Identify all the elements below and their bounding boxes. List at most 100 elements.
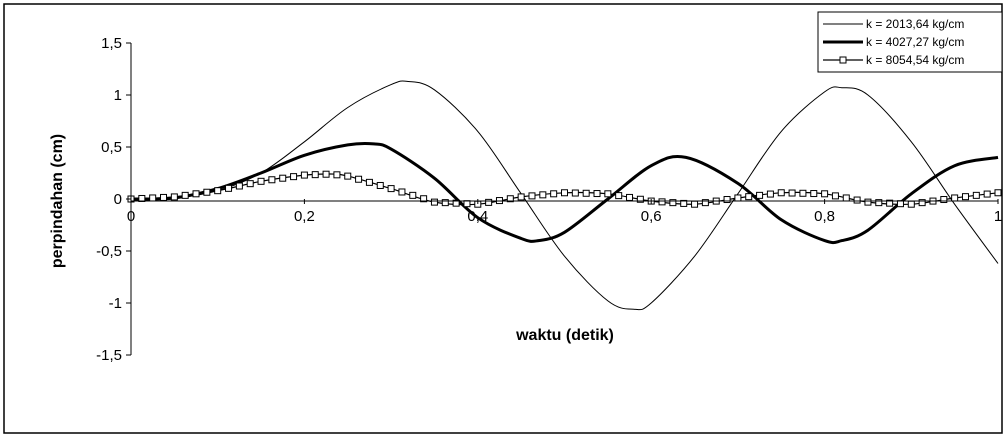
- x-tick-label: 0,6: [641, 208, 662, 225]
- series-marker: [344, 172, 352, 180]
- y-tick-label: 1,5: [101, 35, 122, 52]
- series-marker: [279, 174, 287, 182]
- series-marker: [170, 193, 178, 201]
- series-marker: [972, 191, 980, 199]
- series-marker: [571, 189, 579, 197]
- series-marker: [290, 173, 298, 181]
- series-marker: [691, 200, 699, 208]
- series-marker: [777, 189, 785, 197]
- series-marker: [214, 187, 222, 195]
- series-marker: [658, 198, 666, 206]
- series-marker: [593, 190, 601, 198]
- series-marker: [376, 181, 384, 189]
- series-marker: [550, 190, 558, 198]
- series-marker: [441, 199, 449, 207]
- series-marker: [387, 185, 395, 193]
- y-tick-label: 0,5: [101, 139, 122, 156]
- y-tick-label: -1,5: [96, 347, 122, 364]
- series-marker: [701, 199, 709, 207]
- x-tick-label: 0,8: [814, 208, 835, 225]
- legend: k = 2013,64 kg/cm k = 4027,27 kg/cm k = 80…: [817, 11, 1003, 73]
- legend-label: k = 8054,54 kg/cm: [866, 53, 964, 67]
- series-marker: [896, 200, 904, 208]
- series-marker: [528, 192, 536, 200]
- series-marker: [680, 199, 688, 207]
- series-marker: [203, 188, 211, 196]
- y-tick-label: -0,5: [96, 243, 122, 260]
- series-marker: [723, 196, 731, 204]
- series-marker: [831, 192, 839, 200]
- series-marker: [355, 175, 363, 183]
- chart-frame: [3, 3, 1003, 434]
- series-marker: [875, 199, 883, 207]
- y-tick-label: -1: [109, 295, 122, 312]
- x-axis-title: waktu (detik): [515, 327, 614, 344]
- series-marker: [246, 180, 254, 188]
- series-marker: [257, 177, 265, 185]
- series-marker: [766, 190, 774, 198]
- y-tick-label: 0: [114, 191, 122, 208]
- series-marker: [745, 193, 753, 201]
- series-marker: [626, 193, 634, 201]
- x-ticks: 0 0,2 0,4 0,6 0,8 1: [127, 199, 1002, 225]
- x-tick-label: 1: [994, 208, 1002, 225]
- series-marker: [940, 196, 948, 204]
- series-marker: [235, 182, 243, 190]
- series-marker: [821, 190, 829, 198]
- series-layer: [127, 80, 1002, 311]
- y-tick-label: 1: [114, 87, 122, 104]
- legend-label: k = 2013,64 kg/cm: [866, 17, 964, 31]
- series-marker: [333, 171, 341, 179]
- series-marker: [918, 199, 926, 207]
- series-line-2: [130, 141, 999, 245]
- series-marker: [582, 189, 590, 197]
- series-marker: [539, 191, 547, 199]
- series-marker: [160, 193, 168, 201]
- series-marker: [485, 198, 493, 206]
- series-marker: [864, 198, 872, 206]
- series-marker: [420, 195, 428, 203]
- series-marker: [853, 196, 861, 204]
- x-tick-label: 0,4: [467, 208, 488, 225]
- series-marker: [604, 190, 612, 198]
- series-marker: [799, 189, 807, 197]
- x-tick-label: 0: [127, 208, 135, 225]
- series-marker: [149, 194, 157, 202]
- series-marker: [506, 195, 514, 203]
- y-ticks: 1,5 1 0,5 0 -0,5 -1 -1,5: [96, 35, 131, 364]
- series-marker: [788, 189, 796, 197]
- series-marker: [517, 193, 525, 201]
- series-marker: [756, 191, 764, 199]
- legend-label: k = 4027,27 kg/cm: [866, 35, 964, 49]
- series-marker: [983, 190, 991, 198]
- series-marker: [463, 200, 471, 208]
- series-marker: [181, 191, 189, 199]
- series-marker: [561, 189, 568, 197]
- series-marker: [322, 170, 330, 178]
- series-marker: [225, 184, 233, 192]
- series-marker: [409, 191, 417, 199]
- series-marker: [994, 189, 1002, 197]
- series-marker: [810, 190, 818, 198]
- series-marker: [907, 200, 915, 208]
- series-marker: [615, 192, 623, 200]
- x-tick-label: 0,2: [294, 208, 315, 225]
- series-marker: [842, 194, 850, 202]
- series-marker: [192, 190, 200, 198]
- series-marker: [669, 199, 677, 207]
- series-marker: [452, 199, 460, 207]
- series-marker: [430, 198, 438, 206]
- series-marker: [886, 199, 894, 207]
- series-marker: [300, 171, 308, 179]
- y-axis-title: perpindahan (cm): [49, 134, 66, 268]
- series-marker: [365, 178, 373, 186]
- series-marker: [268, 176, 276, 184]
- series-marker: [398, 188, 406, 196]
- series-marker: [961, 193, 969, 201]
- series-marker: [311, 171, 319, 179]
- legend-marker: [839, 56, 847, 64]
- series-marker: [951, 194, 959, 202]
- series-marker: [636, 195, 644, 203]
- series-line-1: [130, 80, 999, 311]
